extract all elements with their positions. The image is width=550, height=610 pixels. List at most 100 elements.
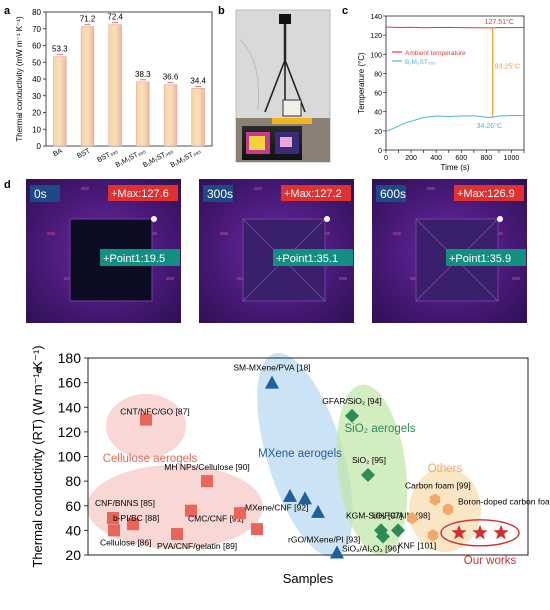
y-tick-label: 30 (32, 92, 41, 101)
point-label: CNF/BNNS [85] (95, 498, 155, 508)
series-line (385, 114, 525, 132)
plot-frame (385, 15, 525, 151)
triangle-marker (298, 491, 312, 505)
square-marker (185, 504, 197, 517)
point-label: MH NPs/Cellulose [90] (164, 462, 250, 472)
plot-frame (45, 11, 213, 147)
heat-streak (512, 277, 520, 280)
triangle-marker (283, 488, 297, 502)
annotation-sample: 34.26°C (477, 122, 502, 130)
triangle-marker (265, 375, 279, 389)
x-tick-label: B₁M₂ST₃₉₅ (142, 148, 175, 170)
bar (191, 88, 205, 147)
x-tick-label: 200 (405, 155, 417, 162)
max-temperature-label: +Max:127.2 (284, 188, 342, 200)
max-badge (108, 185, 178, 201)
heat-streak (410, 277, 418, 280)
square-marker (107, 512, 119, 525)
annotation-difference: 93.25°C (495, 63, 520, 71)
square-marker (140, 413, 152, 426)
diamond-marker (391, 523, 405, 538)
y-tick-label: 50 (32, 58, 41, 67)
point-label: KGM-SiO₂ [97] (346, 510, 402, 520)
heat-streak (339, 277, 347, 280)
time-label: 300s (207, 187, 233, 201)
point-label: SiO₂ [95] (352, 455, 386, 465)
point-temperature-label: +Point1:35.9 (449, 253, 511, 265)
bar (136, 81, 150, 147)
y-tick-label: 60 (32, 42, 41, 51)
panel-letter-c: c (342, 5, 348, 17)
group-title: Our works (464, 555, 517, 567)
square-marker (171, 528, 183, 541)
time-label: 600s (380, 187, 406, 201)
group-region-mxene (257, 353, 353, 557)
y-tick-label: 40 (374, 110, 382, 117)
y-tick-label: 60 (374, 91, 382, 98)
y-tick-label: 0 (378, 148, 382, 155)
point-label: rGO/MXene/PI [93] (288, 535, 360, 545)
annotation-ambient: 127.51°C (485, 18, 514, 26)
bar-chart-a: 0 10 20 30 40 50 60 70 80 Thermal conductivity (m… (15, 8, 213, 170)
square-marker (108, 524, 120, 537)
x-tick-label: 600 (455, 155, 467, 162)
point-label: PVA/CNF/gelatin [89] (157, 541, 237, 551)
y-tick-label: 0 (37, 142, 42, 151)
group-title: SiO₂ aerogels (345, 423, 416, 435)
y-axis-label: Thermal conductivity (mW m⁻¹ K⁻¹) (15, 16, 24, 142)
heat-streak (393, 232, 401, 235)
heat-streak (47, 232, 55, 235)
time-badge (30, 185, 60, 202)
x-tick-label: 1000 (504, 155, 520, 162)
hotspot-marker (497, 216, 503, 222)
y-tick-label: 120 (58, 424, 82, 440)
group: GFAR/SiO₂ [94] SiO₂ [95] UHPC/AIM [98]KGM-… (322, 396, 430, 554)
thermal-frame: 0s +Max:127.6 +Point1:19.5 (26, 179, 181, 323)
star-marker (493, 524, 509, 540)
diamond-marker (361, 467, 375, 482)
y-tick-label: 10 (32, 125, 41, 134)
point-label: UHPC/AIM [98] (372, 510, 430, 520)
y-tick-label: 80 (374, 71, 382, 78)
point-label: CNT/NFC/GO [87] (120, 407, 189, 417)
group-region-sio2 (336, 384, 408, 556)
square-marker (234, 507, 246, 520)
star-marker (472, 524, 488, 540)
legend-label: Ambient temperature (405, 50, 466, 57)
group-region-cellulose-top (106, 394, 186, 458)
point-label: MXene/CNF [92] (245, 502, 308, 512)
y-tick-label: 160 (58, 375, 82, 391)
bar-value-label: 34.4 (190, 76, 206, 85)
time-label: 0s (34, 187, 47, 201)
x-tick-label: B₁M₁ST₃₉₅ (115, 148, 147, 170)
group-title: Cellulose aerogels (103, 453, 198, 465)
triangle-marker (311, 504, 325, 518)
heat-streak (149, 232, 157, 235)
diamond-marker (376, 529, 390, 544)
hotspot-marker (151, 216, 157, 222)
square-marker (127, 518, 139, 531)
bar (163, 84, 178, 147)
bar-value-label: 38.3 (135, 70, 151, 79)
group: SM-MXene/PVA [18] MXene/CNF [92] rGO/MXene… (233, 363, 360, 559)
y-tick-label: 80 (32, 8, 41, 17)
heat-streak (254, 187, 262, 190)
y-tick-label: 40 (32, 75, 41, 84)
point-label: SM-MXene/PVA [18] (233, 363, 310, 373)
max-badge (454, 185, 524, 201)
x-tick-label: BA (52, 147, 64, 158)
point-label: CMC/CNF [91] (188, 514, 244, 524)
x-tick-label: 800 (481, 155, 493, 162)
y-tick-label: 80 (65, 473, 81, 489)
group: Carbon foam [99] Boron-doped carbon foam … (398, 463, 550, 550)
point-label: Boron-doped carbon foam [100] (458, 496, 550, 506)
legend-label: B₁M₃ST₃₉₅ (405, 59, 436, 66)
group-title: Others (428, 463, 463, 475)
point-temperature-label: +Point1:19.5 (103, 253, 165, 265)
heat-streak (427, 187, 435, 190)
group: Our works (451, 524, 517, 567)
point-label: SiO₂/Al₂O₃ [96] (342, 544, 399, 554)
x-tick-label: 0 (384, 155, 388, 162)
star-marker (451, 524, 467, 540)
